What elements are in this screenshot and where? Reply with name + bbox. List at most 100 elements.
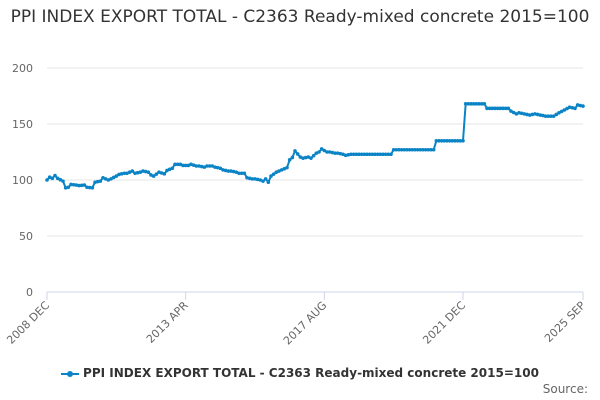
chart-title: PPI INDEX EXPORT TOTAL - C2363 Ready-mix… xyxy=(10,7,590,27)
data-point xyxy=(402,147,407,152)
data-point xyxy=(237,171,241,176)
data-point xyxy=(559,109,564,114)
data-point xyxy=(418,147,423,152)
data-point xyxy=(287,158,292,162)
data-point xyxy=(122,171,127,176)
data-point xyxy=(354,152,359,157)
data-point xyxy=(55,176,60,181)
data-point xyxy=(503,106,508,111)
data-point xyxy=(482,102,487,106)
data-point xyxy=(450,139,455,143)
data-point xyxy=(61,179,65,183)
data-point xyxy=(309,156,313,160)
data-point xyxy=(498,106,503,111)
data-point xyxy=(479,102,484,106)
data-point xyxy=(239,171,244,176)
data-point xyxy=(549,114,553,118)
legend-label: PPI INDEX EXPORT TOTAL - C2363 Ready-mix… xyxy=(83,366,539,380)
data-point xyxy=(551,114,556,118)
data-point xyxy=(85,185,89,190)
data-point xyxy=(407,147,412,152)
data-point xyxy=(162,172,167,176)
data-point xyxy=(431,147,436,152)
data-point xyxy=(495,106,500,111)
data-point xyxy=(397,147,401,152)
data-point xyxy=(242,171,247,176)
data-point xyxy=(546,114,551,118)
data-point xyxy=(447,139,452,143)
data-point xyxy=(410,147,415,152)
data-point xyxy=(434,139,439,143)
data-point xyxy=(463,102,468,106)
data-point xyxy=(469,102,473,106)
data-point xyxy=(389,152,393,157)
data-point xyxy=(565,106,569,111)
data-point xyxy=(562,108,567,112)
data-point xyxy=(405,147,409,152)
data-point xyxy=(439,139,444,143)
data-point xyxy=(170,166,175,171)
data-point xyxy=(130,169,135,173)
x-tick-label: 2021 DEC xyxy=(420,299,468,347)
data-point xyxy=(79,183,84,188)
data-point xyxy=(77,183,81,188)
data-point xyxy=(349,152,353,157)
data-point xyxy=(58,177,63,182)
data-point xyxy=(293,149,297,153)
data-point xyxy=(154,172,159,176)
data-point xyxy=(263,177,268,181)
x-tick-label: 2008 DEC xyxy=(4,299,52,347)
data-point xyxy=(471,102,476,106)
data-point xyxy=(266,180,271,185)
y-tick-label: 200 xyxy=(12,62,33,75)
data-point xyxy=(399,147,404,152)
data-point xyxy=(175,162,180,167)
data-point xyxy=(295,152,300,156)
data-point xyxy=(351,152,356,157)
data-point xyxy=(461,139,465,143)
data-point xyxy=(90,186,95,190)
data-point xyxy=(53,173,57,178)
legend[interactable]: PPI INDEX EXPORT TOTAL - C2363 Ready-mix… xyxy=(0,366,600,380)
data-point xyxy=(357,152,361,157)
series-line xyxy=(46,102,584,189)
x-tick-label: 2013 APR xyxy=(144,299,191,346)
data-point xyxy=(466,102,471,106)
data-point xyxy=(269,174,273,178)
data-point xyxy=(485,106,489,111)
data-point xyxy=(290,155,295,160)
y-tick-label: 100 xyxy=(12,174,33,187)
data-point xyxy=(421,147,425,152)
data-point xyxy=(429,147,433,152)
data-point xyxy=(173,162,177,167)
data-point xyxy=(181,163,185,168)
data-point xyxy=(325,150,329,154)
data-point xyxy=(71,182,76,187)
data-point xyxy=(501,106,505,111)
data-point xyxy=(109,177,113,181)
data-point xyxy=(581,104,585,108)
data-point xyxy=(359,152,364,157)
data-point xyxy=(87,185,92,190)
data-point xyxy=(511,110,516,115)
data-point xyxy=(474,102,479,106)
data-point xyxy=(66,185,71,190)
data-point xyxy=(367,152,372,157)
legend-swatch xyxy=(61,370,80,377)
data-point xyxy=(194,164,199,168)
data-point xyxy=(490,106,495,111)
data-point xyxy=(477,102,481,106)
data-point xyxy=(114,174,119,178)
data-point xyxy=(394,147,399,152)
y-tick-label: 0 xyxy=(26,286,33,299)
data-point xyxy=(322,148,327,153)
data-point xyxy=(45,178,49,182)
data-point xyxy=(373,152,377,157)
data-point xyxy=(426,147,431,152)
data-point xyxy=(98,179,103,183)
x-tick-label: 2025 SEP xyxy=(542,299,588,345)
data-point xyxy=(250,177,255,181)
data-point xyxy=(319,147,324,151)
data-point xyxy=(423,147,428,152)
